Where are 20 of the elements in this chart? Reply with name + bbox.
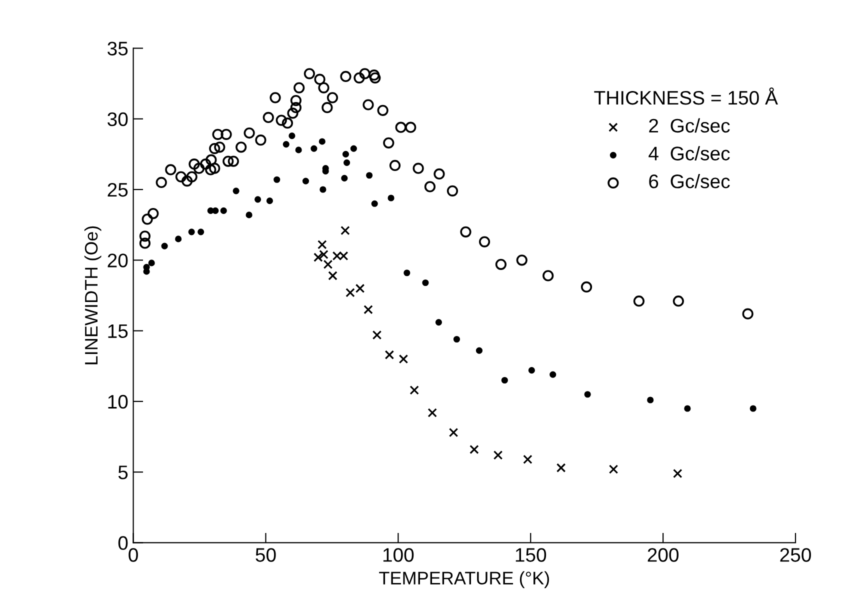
y-axis-title: LINEWIDTH (Oe)	[84, 226, 102, 364]
y-tick-label: 5	[118, 466, 128, 480]
y-tick-label: 20	[108, 254, 128, 268]
x-tick-label: 250	[780, 548, 811, 562]
x-tick-label: 150	[516, 548, 546, 562]
y-tick-label: 0	[118, 536, 128, 550]
y-tick-label: 10	[108, 394, 128, 409]
y-tick-label: 25	[108, 182, 128, 197]
y-tick-label: 15	[108, 324, 128, 338]
legend-label: 2 Gc/sec	[649, 118, 730, 133]
legend-title: THICKNESS = 150 Å	[594, 88, 778, 105]
x-axis-title: TEMPERATURE (°K)	[379, 571, 549, 588]
y-tick-label: 35	[108, 42, 128, 56]
x-tick-label: 100	[383, 548, 414, 562]
legend-label: 6 Gc/sec	[649, 174, 730, 188]
x-tick-label: 0	[128, 548, 138, 562]
x-tick-label: 200	[648, 548, 679, 562]
y-tick-label: 30	[108, 112, 128, 126]
x-tick-label: 50	[256, 548, 276, 562]
legend-label: 4 Gc/sec	[648, 146, 730, 160]
